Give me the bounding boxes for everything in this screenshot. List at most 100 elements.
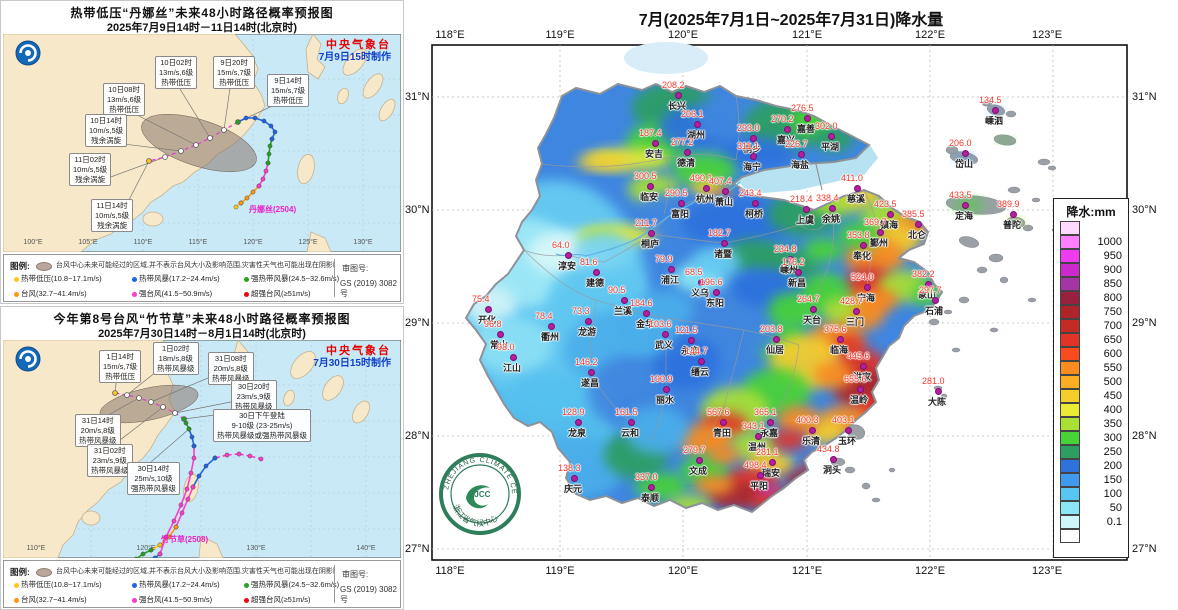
station-name: 嘉兴 xyxy=(777,135,796,145)
station-name: 泰顺 xyxy=(641,493,660,503)
legend-cell: 50 xyxy=(1060,501,1124,515)
station-value: 434.8 xyxy=(817,444,840,454)
station-name: 上虞 xyxy=(796,215,815,225)
station-value: 218.4 xyxy=(790,194,813,204)
station-dot-icon xyxy=(565,252,572,259)
station-dot-icon xyxy=(698,279,705,286)
station-name: 嵊泗 xyxy=(985,116,1004,126)
axis-tick-label: 140°E xyxy=(356,545,376,552)
station-dot-icon xyxy=(668,266,675,273)
station-name: 缙云 xyxy=(691,367,710,377)
station-dot-icon xyxy=(854,185,861,192)
lon-tick-label: 120°E xyxy=(667,565,699,577)
legend-item: 热带风暴(17.2~24.4m/s) xyxy=(132,579,220,590)
legend-swatch xyxy=(1060,305,1080,319)
cma-credit: 中央气象台 7月9日15时制作 xyxy=(319,39,391,63)
station-name: 宁海 xyxy=(857,293,876,303)
station-dot-icon xyxy=(678,200,685,207)
lat-tick-label: 29°N xyxy=(1132,317,1157,329)
station-value: 64.0 xyxy=(552,240,570,250)
station-dot-icon xyxy=(643,310,650,317)
station-dot-icon xyxy=(857,386,864,393)
forecast-callout: 9日20时 15m/s,7级 热带低压 xyxy=(213,56,256,90)
station-dot-icon xyxy=(860,363,867,370)
legend-cell-label: 850 xyxy=(1103,278,1122,290)
legend-cell-label: 0.1 xyxy=(1106,516,1122,528)
station-value: 103.6 xyxy=(649,319,672,329)
cma-credit: 中央气象台 7月30日15时制作 xyxy=(313,345,391,369)
station-value: 276.5 xyxy=(791,103,814,113)
station-value: 206.1 xyxy=(681,109,704,119)
station-name: 富阳 xyxy=(671,209,690,219)
station-name: 龙游 xyxy=(578,327,597,337)
forecast-callout: 31日08时 20m/s,8级 热带风暴级 xyxy=(208,352,254,386)
intensity-dot-icon xyxy=(132,276,137,282)
station-dot-icon xyxy=(755,433,762,440)
station-name: 玉环 xyxy=(838,436,857,446)
axis-tick-label: 120°E xyxy=(136,545,156,552)
legend-swatch xyxy=(1060,515,1080,529)
station-name: 三门 xyxy=(846,317,865,327)
station-value: 297.7 xyxy=(919,285,942,295)
station-value: 293.0 xyxy=(737,123,760,133)
station-value: 382.2 xyxy=(912,269,935,279)
station-name: 海盐 xyxy=(791,160,810,170)
station-name: 武义 xyxy=(655,340,674,350)
lon-tick-label: 119°E xyxy=(545,565,575,577)
station-name: 萧山 xyxy=(715,197,734,207)
station-name: 温岭 xyxy=(850,395,869,405)
station-dot-icon xyxy=(829,205,836,212)
station-dot-icon xyxy=(830,456,837,463)
legend-swatch xyxy=(1060,403,1080,417)
station-value: 281.1 xyxy=(756,447,779,457)
station-dot-icon xyxy=(575,419,582,426)
legend-cell-label: 1000 xyxy=(1097,236,1122,248)
station-name: 衢州 xyxy=(541,332,560,342)
legend-note: 台风中心未来可能经过的区域,并不表示台风大小及影响范围,灾害性天气也可能出现在阴… xyxy=(56,262,334,269)
intensity-dot-icon xyxy=(244,597,249,603)
station-value: 353.8 xyxy=(847,230,870,240)
station-name: 天台 xyxy=(803,315,822,325)
station-name: 丽水 xyxy=(656,395,675,405)
intensity-dot-icon xyxy=(132,597,137,603)
cma-issue-time: 7月9日15时制作 xyxy=(318,51,391,63)
legend-cell: 400 xyxy=(1060,403,1124,417)
station-name: 平阳 xyxy=(750,481,769,491)
station-name: 北仑 xyxy=(908,230,927,240)
station-name: 义乌 xyxy=(691,288,710,298)
intensity-dot-icon xyxy=(14,582,19,588)
station-name: 金华 xyxy=(636,319,655,329)
station-value: 498.4 xyxy=(744,460,767,470)
storm-name-label: 丹娜丝(2504) xyxy=(249,205,297,214)
station-value: 68.5 xyxy=(685,267,703,277)
forecast-callout: 30日下午登陆 9-10级 (23-25m/s) 热带风暴级或强热带风暴级 xyxy=(213,409,311,443)
legend-cell: 1000 xyxy=(1060,235,1124,249)
legend-swatch xyxy=(1060,277,1080,291)
legend-swatch xyxy=(1060,459,1080,473)
legend-item: 热带风暴(17.2~24.4m/s) xyxy=(132,273,220,284)
lon-tick-label: 121°E xyxy=(791,565,823,577)
legend-swatch xyxy=(1060,235,1080,249)
station-value: 161.5 xyxy=(615,407,638,417)
legend-cell-label: 800 xyxy=(1103,292,1122,304)
station-value: 403.1 xyxy=(832,415,855,425)
intensity-dot-icon xyxy=(14,291,19,297)
station-value: 176.2 xyxy=(782,257,805,267)
legend-swatch xyxy=(1060,487,1080,501)
station-name: 开化 xyxy=(478,315,497,325)
station-dot-icon xyxy=(621,297,628,304)
panel2-title: 今年第8号台风“竹节草”未来48小时路径概率预报图 xyxy=(53,312,351,326)
station-name: 普陀 xyxy=(1003,220,1022,230)
station-dot-icon xyxy=(773,336,780,343)
axis-tick-label: 120°E xyxy=(243,239,263,246)
legend-cell-label: 200 xyxy=(1103,460,1122,472)
legend-swatch xyxy=(1060,249,1080,263)
station-value: 134.5 xyxy=(979,95,1002,105)
station-dot-icon xyxy=(652,140,659,147)
legend-cell-label: 650 xyxy=(1103,334,1122,346)
station-dot-icon xyxy=(877,229,884,236)
station-value: 73.3 xyxy=(572,306,590,316)
legend-cell-label: 50 xyxy=(1109,502,1122,514)
station-value: 343.1 xyxy=(742,421,765,431)
legend-cell xyxy=(1060,529,1124,543)
